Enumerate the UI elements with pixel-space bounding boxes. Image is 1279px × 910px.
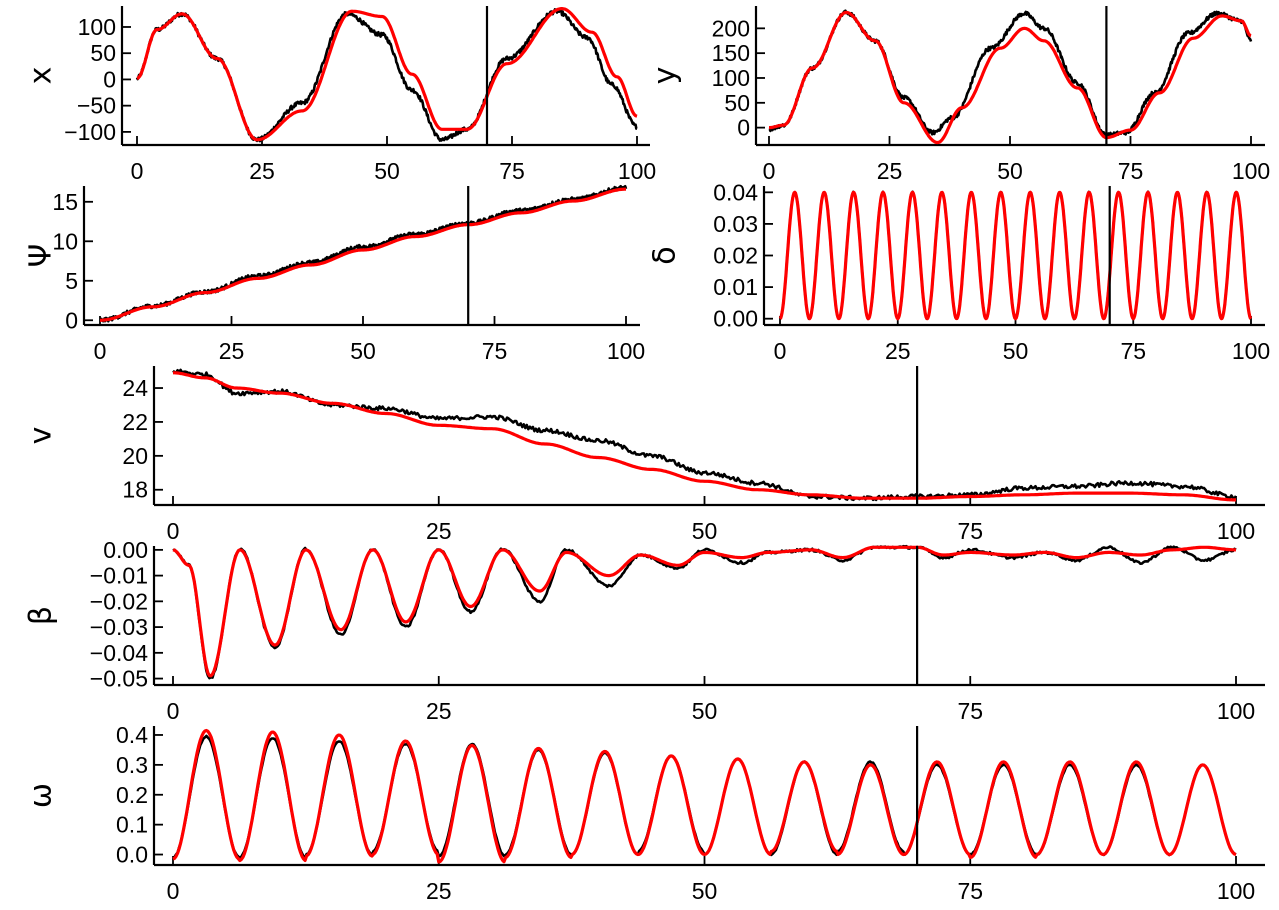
y-tick-label-y: 100: [712, 65, 750, 91]
red-series-x: [136, 7, 638, 142]
x-tick-label-psi: 25: [219, 338, 245, 364]
red-series-psi: [99, 187, 627, 322]
black-series-y: [768, 9, 1253, 139]
x-tick-label-psi: 0: [94, 338, 107, 364]
x-tick-label-omega: 0: [167, 878, 180, 904]
subplot-v: 0 25 50 75 100 18 20 22 24 v: [24, 366, 1265, 544]
x-tick-label-v: 25: [426, 518, 452, 544]
x-tick-label-y: 75: [1118, 158, 1144, 184]
x-tick-label-beta: 50: [692, 698, 718, 724]
y-axis-label-delta: δ: [648, 246, 683, 264]
y-tick-label-beta: −0.04: [90, 640, 148, 666]
black-series-beta: [172, 544, 1237, 680]
subplot-psi: 0 25 50 75 100 0 5 10 15 Ψ: [24, 184, 645, 364]
x-tick-label-y: 100: [1232, 158, 1270, 184]
y-tick-label-v: 22: [122, 409, 148, 435]
y-tick-label-x: −50: [77, 93, 116, 119]
x-tick-label-beta: 100: [1217, 698, 1255, 724]
x-tick-label-v: 100: [1217, 518, 1255, 544]
red-series-delta: [778, 190, 1253, 321]
x-tick-label-v: 0: [167, 518, 180, 544]
x-tick-label-x: 25: [249, 158, 275, 184]
x-tick-label-delta: 25: [885, 338, 911, 364]
black-series-omega: [172, 734, 1237, 860]
red-series-beta: [172, 545, 1237, 678]
x-tick-label-omega: 100: [1217, 878, 1255, 904]
x-tick-label-omega: 25: [426, 878, 452, 904]
y-tick-label-omega: 0.4: [116, 722, 148, 748]
y-tick-label-y: 200: [712, 15, 750, 41]
x-tick-label-y: 25: [877, 158, 903, 184]
x-tick-label-y: 50: [997, 158, 1023, 184]
x-tick-label-x: 100: [618, 158, 656, 184]
y-axis-label-x: x: [24, 67, 59, 85]
y-tick-label-psi: 10: [52, 228, 78, 254]
x-tick-label-psi: 75: [482, 338, 508, 364]
y-tick-label-psi: 0: [65, 307, 78, 333]
black-series-x: [135, 8, 638, 143]
y-tick-label-beta: −0.05: [90, 666, 148, 692]
red-series-omega: [172, 728, 1237, 864]
y-tick-label-y: 50: [724, 90, 750, 116]
y-axis-label-omega: ω: [24, 783, 59, 808]
x-tick-label-beta: 75: [957, 698, 983, 724]
x-tick-label-omega: 50: [692, 878, 718, 904]
y-tick-label-omega: 0.0: [116, 842, 148, 868]
x-tick-label-v: 75: [957, 518, 983, 544]
subplot-beta: 0 25 50 75 100 0.00−0.01−0.02−0.03−0.04−0.05 β: [24, 537, 1265, 724]
y-tick-label-omega: 0.2: [116, 782, 148, 808]
red-series-y: [768, 10, 1252, 145]
y-tick-label-beta: −0.03: [90, 614, 148, 640]
y-tick-label-v: 18: [122, 477, 148, 503]
x-tick-label-psi: 100: [607, 338, 645, 364]
y-tick-label-x: 0: [103, 66, 116, 92]
y-tick-label-beta: −0.01: [90, 563, 148, 589]
y-tick-label-delta: 0.01: [713, 274, 758, 300]
x-tick-label-delta: 50: [1003, 338, 1029, 364]
y-tick-label-beta: 0.00: [103, 537, 148, 563]
y-tick-label-delta: 0.02: [713, 243, 758, 269]
x-tick-label-y: 0: [763, 158, 776, 184]
y-tick-label-psi: 5: [65, 268, 78, 294]
y-tick-label-omega: 0.1: [116, 812, 148, 838]
y-tick-label-delta: 0.04: [713, 179, 758, 205]
y-tick-label-delta: 0.03: [713, 211, 758, 237]
y-tick-label-x: −100: [64, 119, 116, 145]
red-series-v: [172, 371, 1237, 502]
x-tick-label-delta: 75: [1120, 338, 1146, 364]
x-tick-label-delta: 100: [1232, 338, 1270, 364]
y-axis-label-v: v: [24, 427, 59, 445]
y-tick-label-beta: −0.02: [90, 588, 148, 614]
y-axis-label-y: y: [648, 67, 683, 85]
y-tick-label-delta: 0.00: [713, 306, 758, 332]
x-tick-label-omega: 75: [957, 878, 983, 904]
y-tick-label-psi: 15: [52, 189, 78, 215]
x-tick-label-x: 75: [499, 158, 525, 184]
x-tick-label-v: 50: [692, 518, 718, 544]
x-tick-label-x: 0: [131, 158, 144, 184]
subplot-omega: 0 25 50 75 100 0.0 0.1 0.2 0.3 0.4 ω: [24, 722, 1265, 904]
x-tick-label-delta: 0: [774, 338, 787, 364]
y-tick-label-x: 50: [90, 40, 116, 66]
y-tick-label-y: 150: [712, 40, 750, 66]
y-axis-label-psi: Ψ: [24, 244, 59, 268]
x-tick-label-beta: 25: [426, 698, 452, 724]
y-tick-label-omega: 0.3: [116, 752, 148, 778]
y-tick-label-v: 24: [122, 375, 148, 401]
y-axis-label-beta: β: [24, 606, 59, 625]
y-tick-label-y: 0: [737, 115, 750, 141]
x-tick-label-x: 50: [374, 158, 400, 184]
subplot-delta: 0 25 50 75 100 0.00 0.01 0.02 0.03 0.04 δ: [648, 179, 1271, 364]
x-tick-label-psi: 50: [350, 338, 376, 364]
y-tick-label-x: 100: [78, 14, 116, 40]
x-tick-label-beta: 0: [167, 698, 180, 724]
y-tick-label-v: 20: [122, 443, 148, 469]
